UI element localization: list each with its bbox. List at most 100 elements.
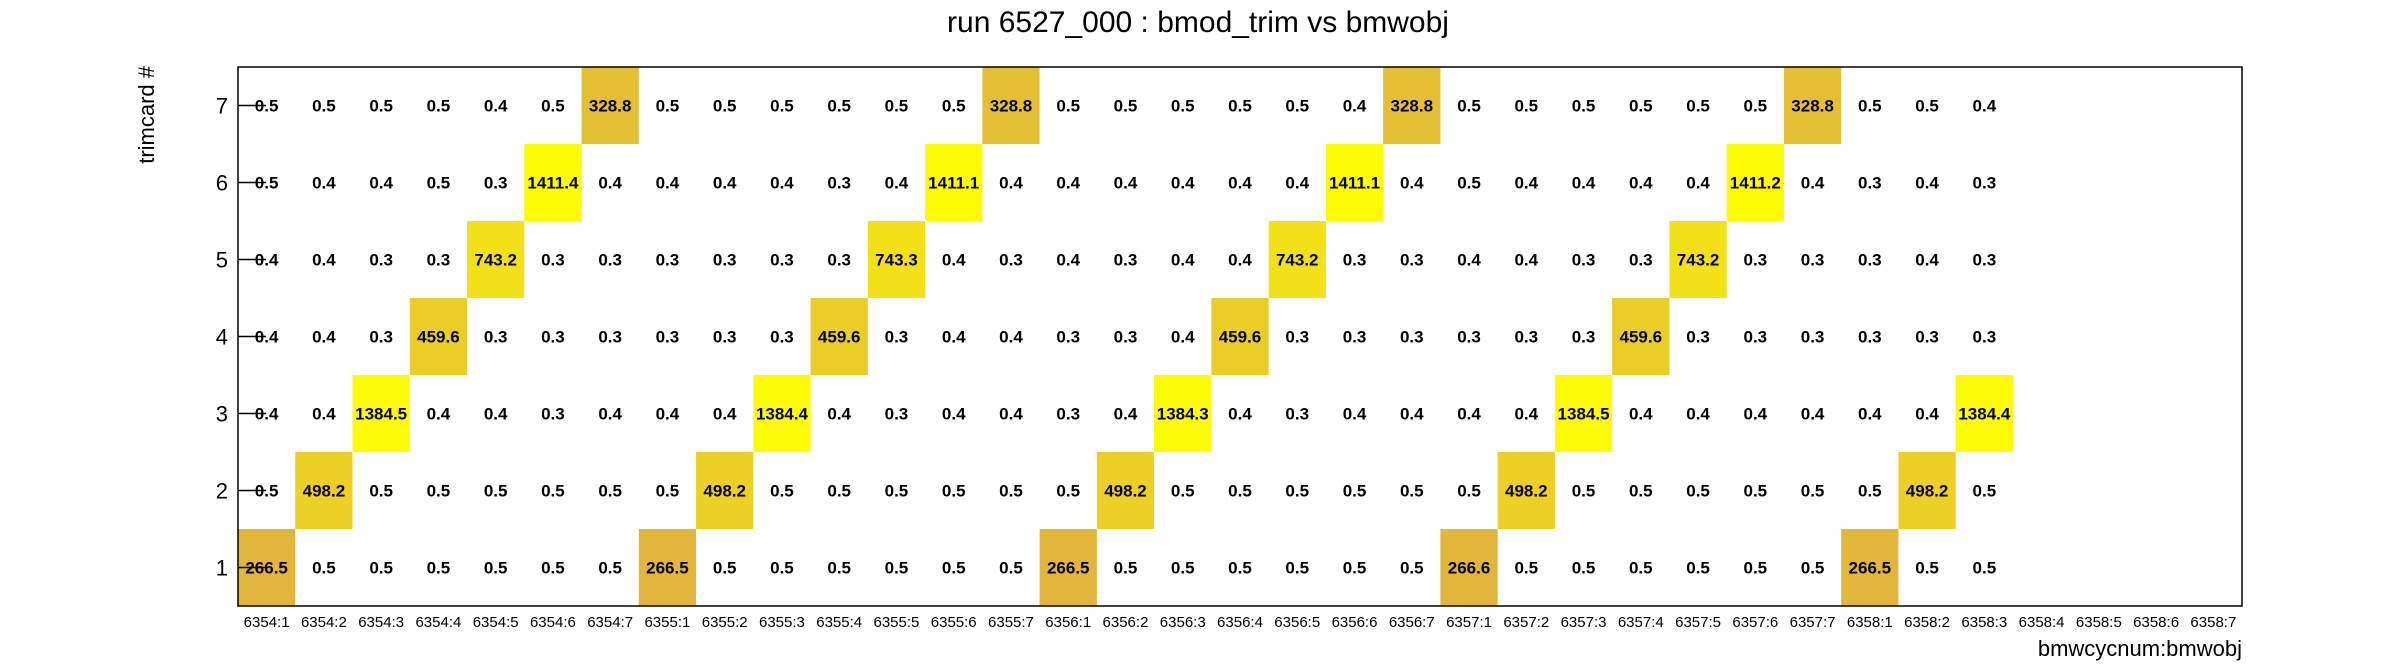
cell-value-label: 0.4 [255, 251, 279, 270]
x-tick-labels: 6354:1 6354:2 6354:3 6354:4 6354:5 6354:6 6354… [244, 614, 2237, 631]
cell-value-label: 0.5 [942, 482, 966, 501]
cell-value-label: 0.5 [713, 559, 737, 578]
cell-value-label: 0.5 [1801, 482, 1825, 501]
cell-value-label: 0.5 [427, 559, 451, 578]
cell-value-label: 0.3 [1858, 251, 1882, 270]
cell-value-label: 0.4 [1171, 251, 1195, 270]
cell-value-label: 0.5 [656, 482, 680, 501]
x-tick-label: 6355:1 [644, 614, 690, 631]
cell-value-label: 0.3 [1400, 251, 1424, 270]
cell-value-label: 0.5 [484, 482, 508, 501]
cell-value-label: 0.3 [1915, 328, 1939, 347]
cell-value-label: 0.4 [484, 97, 508, 116]
cell-value-label: 0.3 [1801, 251, 1825, 270]
x-tick-label: 6357:5 [1675, 614, 1721, 631]
cell-value-label: 0.3 [1285, 405, 1309, 424]
x-tick-label: 6354:1 [244, 614, 290, 631]
cell-value-label: 0.5 [541, 559, 565, 578]
x-tick-label: 6358:7 [2190, 614, 2236, 631]
cell-value-label: 0.5 [1114, 559, 1138, 578]
cell-value-label: 0.5 [827, 97, 851, 116]
cell-value-label: 0.5 [885, 559, 909, 578]
x-tick-label: 6356:2 [1103, 614, 1149, 631]
heatmap-cell [1612, 298, 1670, 375]
cell-value-label: 0.3 [713, 251, 737, 270]
cell-value-label: 0.4 [1457, 251, 1481, 270]
x-tick-label: 6356:7 [1389, 614, 1435, 631]
cell-value-label: 0.4 [1514, 251, 1538, 270]
cell-value-label: 0.4 [656, 174, 680, 193]
heatmap-cell [1783, 67, 1842, 144]
cell-value-label: 0.3 [1686, 328, 1710, 347]
cell-value-label: 498.2 [703, 482, 746, 501]
x-tick-label: 6357:4 [1618, 614, 1664, 631]
cell-value-label: 0.3 [827, 251, 851, 270]
cell-value-label: 266.5 [646, 559, 689, 578]
x-tick-label: 6358:2 [1904, 614, 1950, 631]
x-tick-label: 6357:6 [1732, 614, 1778, 631]
cell-value-label: 0.4 [312, 174, 336, 193]
x-tick-label: 6356:5 [1274, 614, 1320, 631]
cell-value-label: 328.8 [589, 97, 632, 116]
heatmap-cell [1898, 452, 1956, 529]
cell-value-label: 1384.3 [1157, 405, 1209, 424]
cell-value-label: 0.3 [1572, 328, 1596, 347]
cell-value-label: 0.4 [312, 328, 336, 347]
cell-value-label: 0.5 [1457, 97, 1481, 116]
cell-value-label: 0.4 [1056, 251, 1080, 270]
cell-value-label: 0.5 [1743, 482, 1767, 501]
cell-value-label: 743.2 [1677, 251, 1720, 270]
cell-value-label: 0.4 [1915, 405, 1939, 424]
cell-value-label: 743.2 [1276, 251, 1319, 270]
cell-value-label: 0.3 [999, 251, 1023, 270]
cell-value-label: 0.5 [312, 559, 336, 578]
cell-value-label: 0.3 [1973, 251, 1997, 270]
heatmap-cell [409, 298, 468, 375]
cell-value-label: 0.4 [312, 251, 336, 270]
cell-value-label: 459.6 [417, 328, 460, 347]
x-tick-label: 6357:1 [1446, 614, 1492, 631]
cell-value-label: 1384.4 [756, 405, 809, 424]
cell-value-label: 0.5 [942, 559, 966, 578]
x-tick-label: 6358:1 [1847, 614, 1893, 631]
heatmap-cell [1669, 221, 1727, 298]
x-tick-label: 6356:6 [1332, 614, 1378, 631]
cell-value-label: 0.4 [999, 328, 1023, 347]
heatmap-cell [638, 529, 697, 606]
cell-value-label: 0.5 [1514, 97, 1538, 116]
x-tick-label: 6354:3 [358, 614, 404, 631]
cell-value-label: 0.3 [1743, 328, 1767, 347]
cell-value-label: 0.5 [1171, 97, 1195, 116]
plot-frame [237, 66, 2243, 607]
cell-value-label: 0.3 [1572, 251, 1596, 270]
cell-value-label: 0.5 [369, 97, 393, 116]
cell-value-label: 1384.4 [1958, 405, 2011, 424]
cell-value-label: 0.3 [541, 328, 565, 347]
y-tick-label: 3 [216, 402, 228, 427]
cell-value-label: 0.5 [1457, 174, 1481, 193]
x-tick-label: 6354:6 [530, 614, 576, 631]
cell-value-label: 0.3 [541, 405, 565, 424]
cell-value-label: 0.3 [827, 174, 851, 193]
cell-value-label: 0.3 [1801, 328, 1825, 347]
cell-value-label: 0.4 [713, 174, 737, 193]
y-tick-lines [238, 104, 266, 569]
x-tick-label: 6355:7 [988, 614, 1034, 631]
cell-value-label: 0.5 [1973, 482, 1997, 501]
chart-title: run 6527_000 : bmod_trim vs bmwobj [947, 6, 1449, 39]
cell-value-label: 0.4 [598, 405, 622, 424]
cell-value-label: 0.3 [484, 328, 508, 347]
cell-value-label: 0.5 [999, 482, 1023, 501]
cell-value-label: 0.3 [770, 251, 794, 270]
cell-value-label: 0.4 [598, 174, 622, 193]
cell-value-label: 0.5 [827, 559, 851, 578]
cell-value-label: 0.4 [1171, 174, 1195, 193]
heatmap-cell [867, 221, 926, 298]
cell-value-label: 0.4 [1973, 97, 1997, 116]
cell-value-label: 0.3 [1056, 405, 1080, 424]
heatmap-cell [467, 221, 525, 298]
cell-value-label: 1411.1 [928, 174, 979, 193]
cell-value-label: 0.3 [369, 251, 393, 270]
cell-value-label: 0.5 [1572, 97, 1596, 116]
